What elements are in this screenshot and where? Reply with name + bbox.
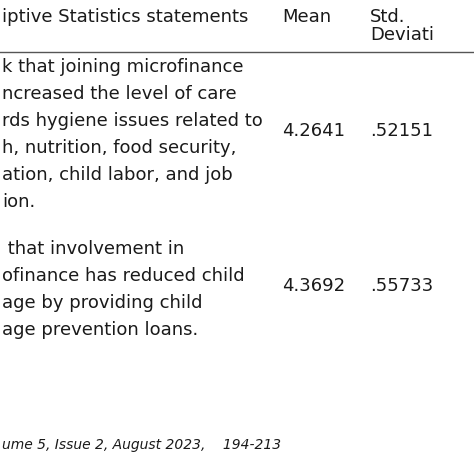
Text: .52151: .52151 — [370, 122, 433, 140]
Text: ion.: ion. — [2, 193, 35, 211]
Text: k that joining microfinance: k that joining microfinance — [2, 58, 244, 76]
Text: age prevention loans.: age prevention loans. — [2, 321, 198, 339]
Text: Deviati: Deviati — [370, 26, 434, 44]
Text: 4.2641: 4.2641 — [282, 122, 345, 140]
Text: ume 5, Issue 2, August 2023,    194-213: ume 5, Issue 2, August 2023, 194-213 — [2, 438, 281, 452]
Text: ofinance has reduced child: ofinance has reduced child — [2, 267, 245, 285]
Text: iptive Statistics statements: iptive Statistics statements — [2, 8, 248, 26]
Text: .55733: .55733 — [370, 277, 433, 295]
Text: ation, child labor, and job: ation, child labor, and job — [2, 166, 233, 184]
Text: rds hygiene issues related to: rds hygiene issues related to — [2, 112, 263, 130]
Text: ncreased the level of care: ncreased the level of care — [2, 85, 237, 103]
Text: that involvement in: that involvement in — [2, 240, 184, 258]
Text: age by providing child: age by providing child — [2, 294, 202, 312]
Text: Std.: Std. — [370, 8, 405, 26]
Text: Mean: Mean — [282, 8, 331, 26]
Text: h, nutrition, food security,: h, nutrition, food security, — [2, 139, 237, 157]
Text: 4.3692: 4.3692 — [282, 277, 345, 295]
